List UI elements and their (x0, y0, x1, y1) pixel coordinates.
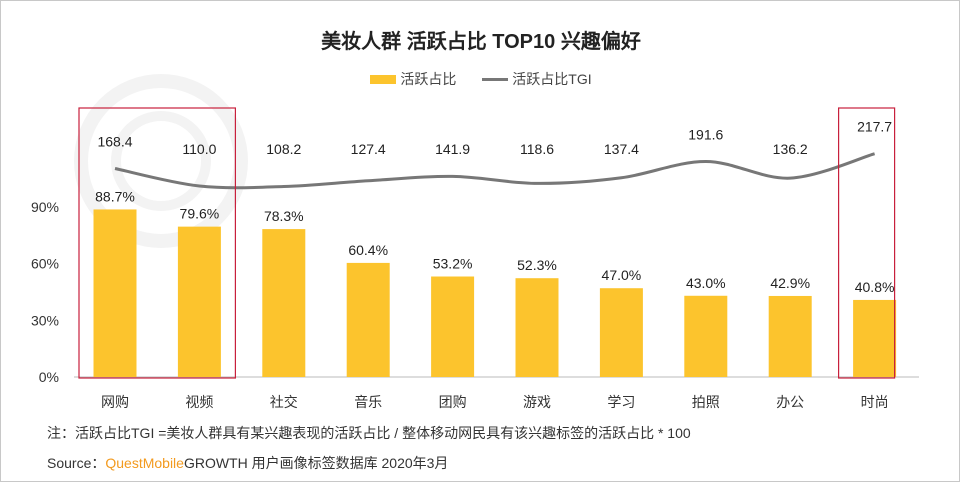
x-tick-label: 时尚 (861, 394, 889, 410)
bar-value-label: 78.3% (264, 208, 304, 224)
bar (177, 226, 221, 377)
tgi-value-label: 118.6 (520, 141, 554, 157)
x-tick-label: 网购 (101, 394, 129, 410)
source-line: Source：QuestMobileGROWTH 用户画像标签数据库 2020年… (47, 453, 448, 473)
x-tick-label: 学习 (607, 394, 635, 410)
y-tick-label: 60% (31, 256, 59, 272)
tgi-line (114, 152, 876, 190)
legend-line-label: 活跃占比TGI (512, 71, 592, 87)
legend-bar-swatch (370, 74, 397, 84)
y-tick-label: 30% (31, 312, 59, 328)
watermark-ring-inner-icon (111, 111, 211, 211)
tgi-value-label: 191.6 (688, 127, 723, 143)
source-rest: GROWTH 用户画像标签数据库 2020年3月 (183, 455, 449, 471)
tgi-value-label: 141.9 (435, 141, 470, 157)
bar (684, 295, 728, 377)
bar-value-label: 43.0% (686, 275, 726, 291)
highlight-box (78, 107, 236, 379)
tgi-value-label: 110.0 (182, 141, 216, 157)
tgi-value-label: 136.2 (773, 141, 808, 157)
x-tick-label: 拍照 (692, 394, 720, 410)
x-tick-label: 游戏 (523, 394, 551, 410)
bar (431, 276, 475, 377)
x-tick-label: 社交 (270, 394, 298, 410)
y-tick-label: 0% (39, 369, 59, 385)
bar-value-label: 79.6% (180, 206, 220, 222)
bar (93, 209, 137, 377)
bar (346, 262, 390, 377)
x-tick-label: 办公 (776, 394, 804, 410)
bar-value-label: 53.2% (433, 256, 473, 272)
tgi-value-label: 127.4 (351, 141, 386, 157)
bar (599, 288, 643, 377)
bar (515, 278, 559, 377)
source-brand: QuestMobile (105, 455, 184, 471)
chart-title: 美妆人群 活跃占比 TOP10 兴趣偏好 (321, 31, 641, 53)
x-tick-label: 视频 (185, 394, 213, 410)
bar (262, 229, 306, 377)
bar-value-label: 88.7% (95, 188, 135, 204)
y-tick-label: 90% (31, 199, 59, 215)
legend-line-swatch (482, 77, 509, 81)
highlight-box (837, 107, 896, 379)
bar (853, 299, 897, 377)
legend-bar-label: 活跃占比 (400, 71, 457, 87)
x-tick-label: 音乐 (354, 394, 382, 410)
bar-value-label: 60.4% (348, 242, 388, 258)
watermark-ring-icon (74, 74, 248, 248)
source-prefix: Source： (47, 455, 106, 471)
bar-value-label: 52.3% (517, 257, 557, 273)
bar-value-label: 47.0% (602, 267, 642, 283)
tgi-value-label: 137.4 (604, 141, 639, 157)
tgi-value-label: 108.2 (266, 141, 301, 157)
bar-value-label: 40.8% (855, 279, 895, 295)
tgi-value-label: 217.7 (857, 119, 892, 135)
legend: 活跃占比 活跃占比TGI (1, 69, 959, 89)
tgi-value-label: 168.4 (97, 133, 132, 149)
x-tick-label: 团购 (439, 394, 467, 410)
footnote: 注：活跃占比TGI =美妆人群具有某兴趣表现的活跃占比 / 整体移动网民具有该兴… (47, 425, 691, 441)
bar (768, 295, 812, 377)
bar-value-label: 42.9% (770, 275, 810, 291)
